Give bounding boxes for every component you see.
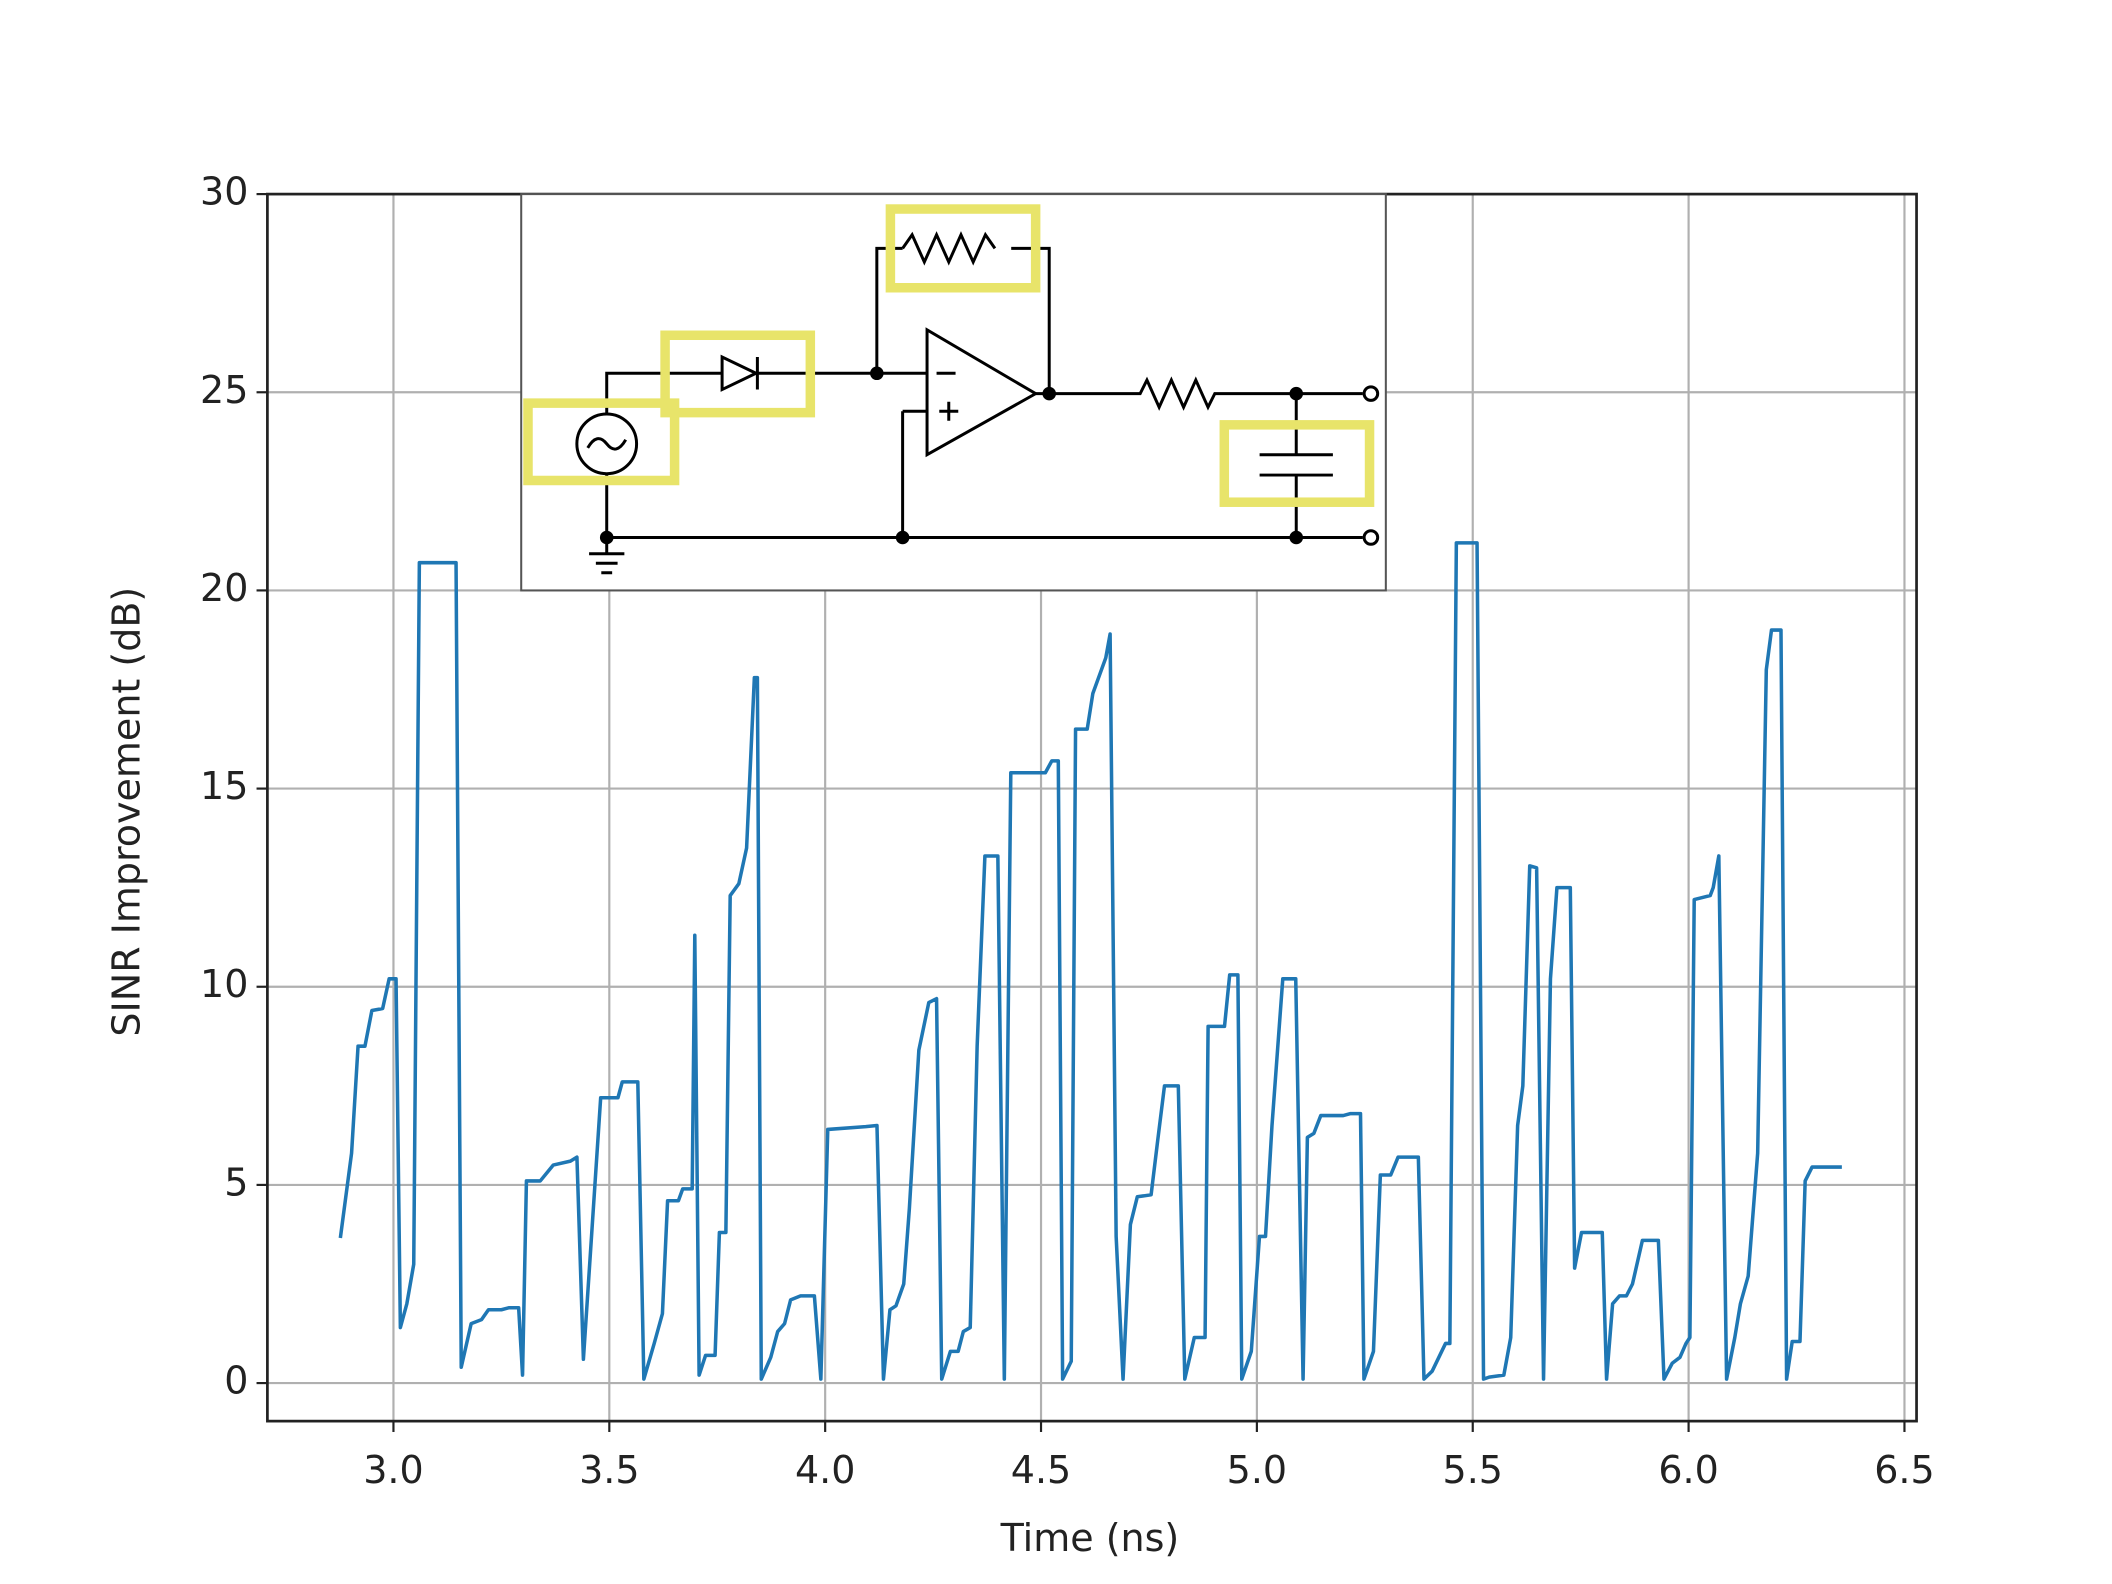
highlight-boxes [523,204,1375,507]
circuit-nodes [599,366,1304,545]
y-tick-label: 15 [200,764,248,808]
x-tick-label: 6.5 [1874,1448,1934,1492]
x-axis-label: Time (ns) [1000,1516,1180,1560]
y-tick-label: 20 [200,566,248,610]
y-axis-label: SINR Improvement (dB) [104,587,148,1037]
y-tick-label: 30 [200,170,248,214]
x-tick-label: 4.0 [795,1448,855,1492]
x-tick-label: 3.5 [579,1448,639,1492]
x-tick-label: 5.0 [1227,1448,1287,1492]
y-tick-label: 5 [224,1160,248,1204]
plot-area [338,541,1842,1381]
x-tick-label: 4.5 [1011,1448,1071,1492]
x-tick-label: 6.0 [1658,1448,1718,1492]
data-line [338,541,1842,1381]
circuit-inset [520,193,1387,592]
y-tick-label: 25 [200,368,248,412]
x-tick-label: 5.5 [1443,1448,1503,1492]
y-tick-label: 10 [200,962,248,1006]
y-tick-label: 0 [224,1359,248,1403]
x-tick-label: 3.0 [363,1448,423,1492]
